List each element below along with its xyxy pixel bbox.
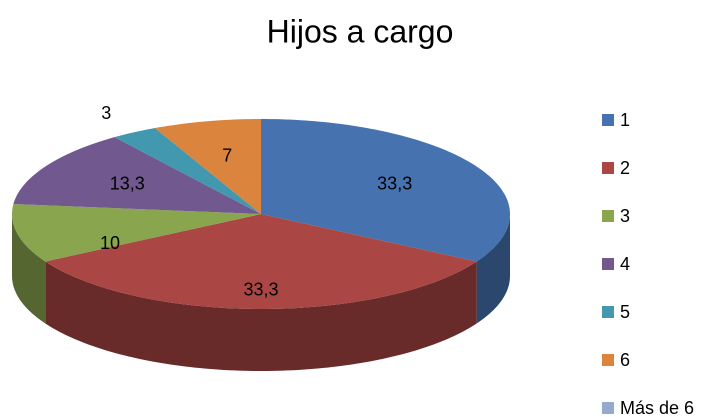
pie-slice (154, 119, 261, 214)
legend-swatch (602, 258, 614, 270)
data-label: 33,3 (377, 173, 412, 193)
legend-swatch (602, 354, 614, 366)
data-label: 13,3 (110, 173, 145, 193)
data-label: 3 (101, 103, 111, 123)
legend-swatch (602, 210, 614, 222)
legend-label: Más de 6 (620, 398, 694, 417)
legend-label: 4 (620, 254, 630, 274)
legend-label: 6 (620, 350, 630, 370)
pie-slice-side (12, 214, 46, 324)
legend-label: 5 (620, 302, 630, 322)
pie-slice-side (476, 214, 510, 324)
pie-slice (114, 128, 261, 214)
legend-label: 1 (620, 110, 630, 130)
legend-swatch (602, 306, 614, 318)
legend-swatch (602, 114, 614, 126)
legend-swatch (602, 162, 614, 174)
data-label: 33,3 (243, 280, 278, 300)
data-label: 7 (222, 145, 232, 165)
data-label: 10 (100, 233, 120, 253)
pie-slice (45, 214, 477, 309)
chart-title: Hijos a cargo (267, 13, 454, 49)
pie-slice (12, 204, 262, 262)
pie-slice (261, 119, 510, 262)
pie-slice (13, 137, 261, 214)
pie-slice-side (45, 261, 477, 371)
legend-label: 2 (620, 158, 630, 178)
legend-label: 3 (620, 206, 630, 226)
legend-swatch (602, 402, 614, 414)
